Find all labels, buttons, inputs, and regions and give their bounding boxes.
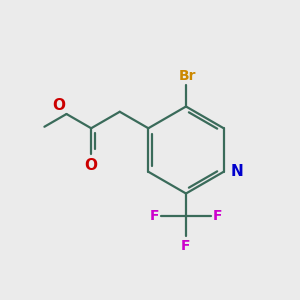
- Text: F: F: [181, 238, 191, 253]
- Text: O: O: [52, 98, 65, 112]
- Text: F: F: [149, 209, 159, 223]
- Text: O: O: [85, 158, 98, 173]
- Text: N: N: [230, 164, 243, 179]
- Text: Br: Br: [179, 69, 196, 83]
- Text: F: F: [213, 209, 223, 223]
